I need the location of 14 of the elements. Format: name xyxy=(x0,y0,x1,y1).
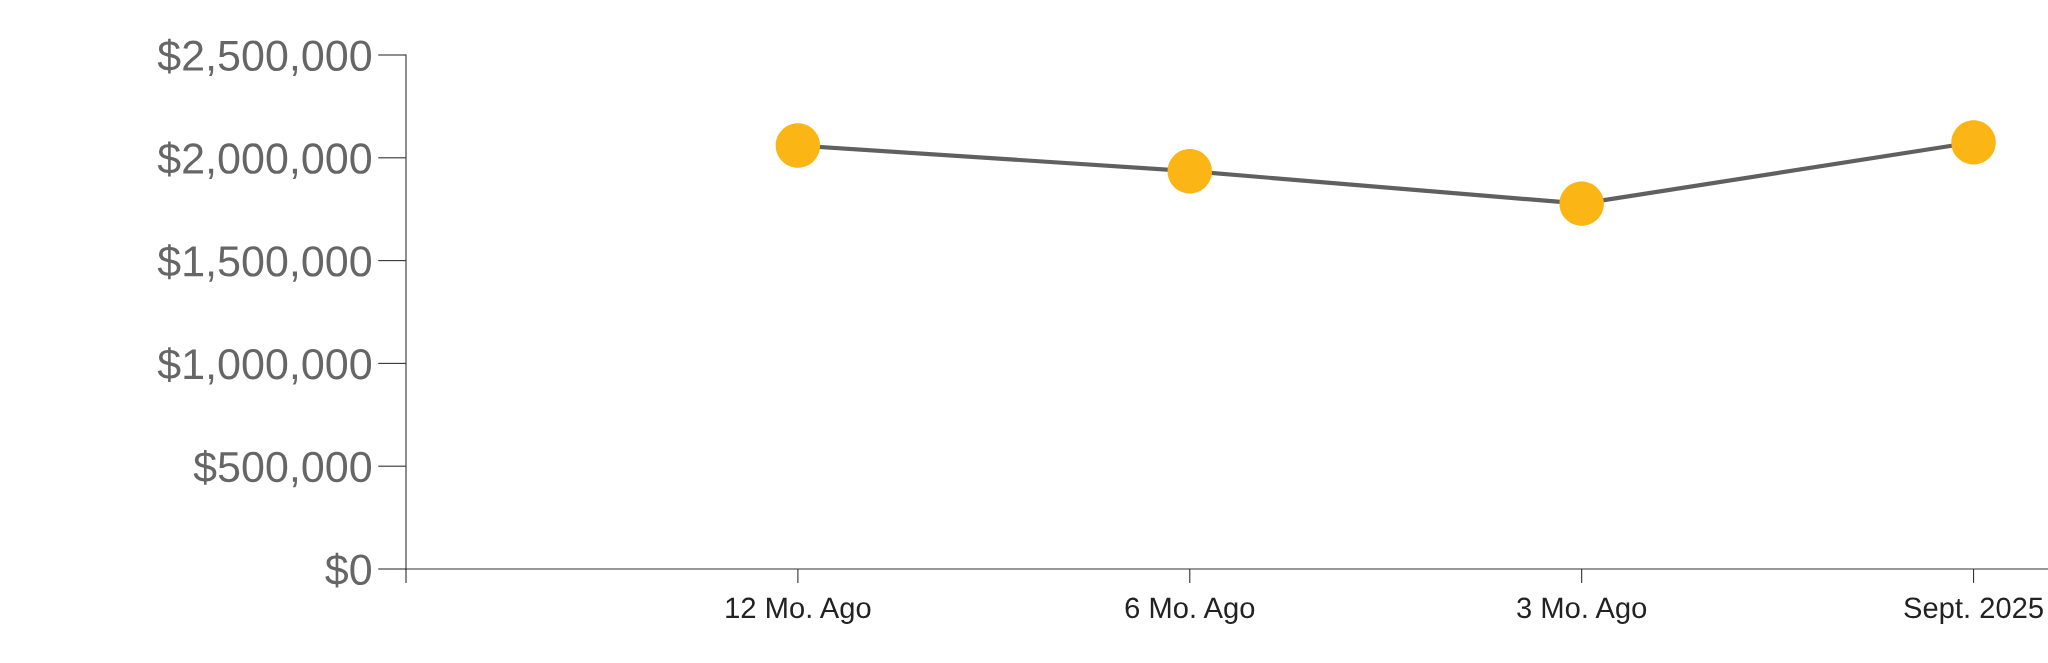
point xyxy=(1951,120,1996,165)
y-tick-label: $0 xyxy=(325,552,371,588)
point xyxy=(1167,148,1212,194)
point xyxy=(1559,181,1604,226)
point xyxy=(775,123,821,168)
x-tick-label: Sept. 2025 xyxy=(1904,597,2043,624)
y-tick-label: $2,500,000 xyxy=(157,38,371,77)
y-tick-label: $500,000 xyxy=(193,449,371,488)
x-tick-label: 3 Mo. Ago xyxy=(1517,597,1647,624)
x-tick-label: 12 Mo. Ago xyxy=(726,597,871,624)
y-tick-label: $1,500,000 xyxy=(157,244,371,282)
x-tick-label: 6 Mo. Ago xyxy=(1125,597,1255,624)
y-tick-label: $2,000,000 xyxy=(157,141,371,179)
y-tick-label: $1,000,000 xyxy=(157,347,371,385)
